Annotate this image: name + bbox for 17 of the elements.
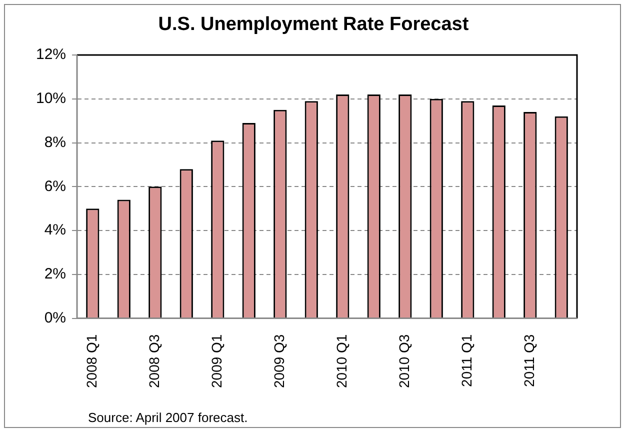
x-tick-label: 2011 Q3 xyxy=(520,334,537,387)
y-tick-label: 6% xyxy=(44,178,66,195)
x-tick-label: 2008 Q3 xyxy=(146,334,162,388)
y-tick-label: 4% xyxy=(44,222,66,239)
x-tick-label: 2010 Q3 xyxy=(396,334,412,388)
source-note: Source: April 2007 forecast. xyxy=(88,410,248,425)
x-tick-label: 2009 Q1 xyxy=(208,334,224,388)
x-tick-label: 2011 Q1 xyxy=(458,334,474,387)
y-tick-label: 10% xyxy=(36,90,66,108)
x-tick-label: 2009 Q3 xyxy=(270,334,287,388)
x-tick-label: 2008 Q1 xyxy=(84,334,100,388)
y-tick-label: 12% xyxy=(36,46,66,64)
y-tick-label: 0% xyxy=(44,309,66,326)
x-tick-label: 2010 Q1 xyxy=(333,334,350,388)
chart-title: U.S. Unemployment Rate Forecast xyxy=(157,14,470,36)
y-tick-label: 8% xyxy=(44,134,66,151)
y-tick-label: 2% xyxy=(44,266,66,283)
